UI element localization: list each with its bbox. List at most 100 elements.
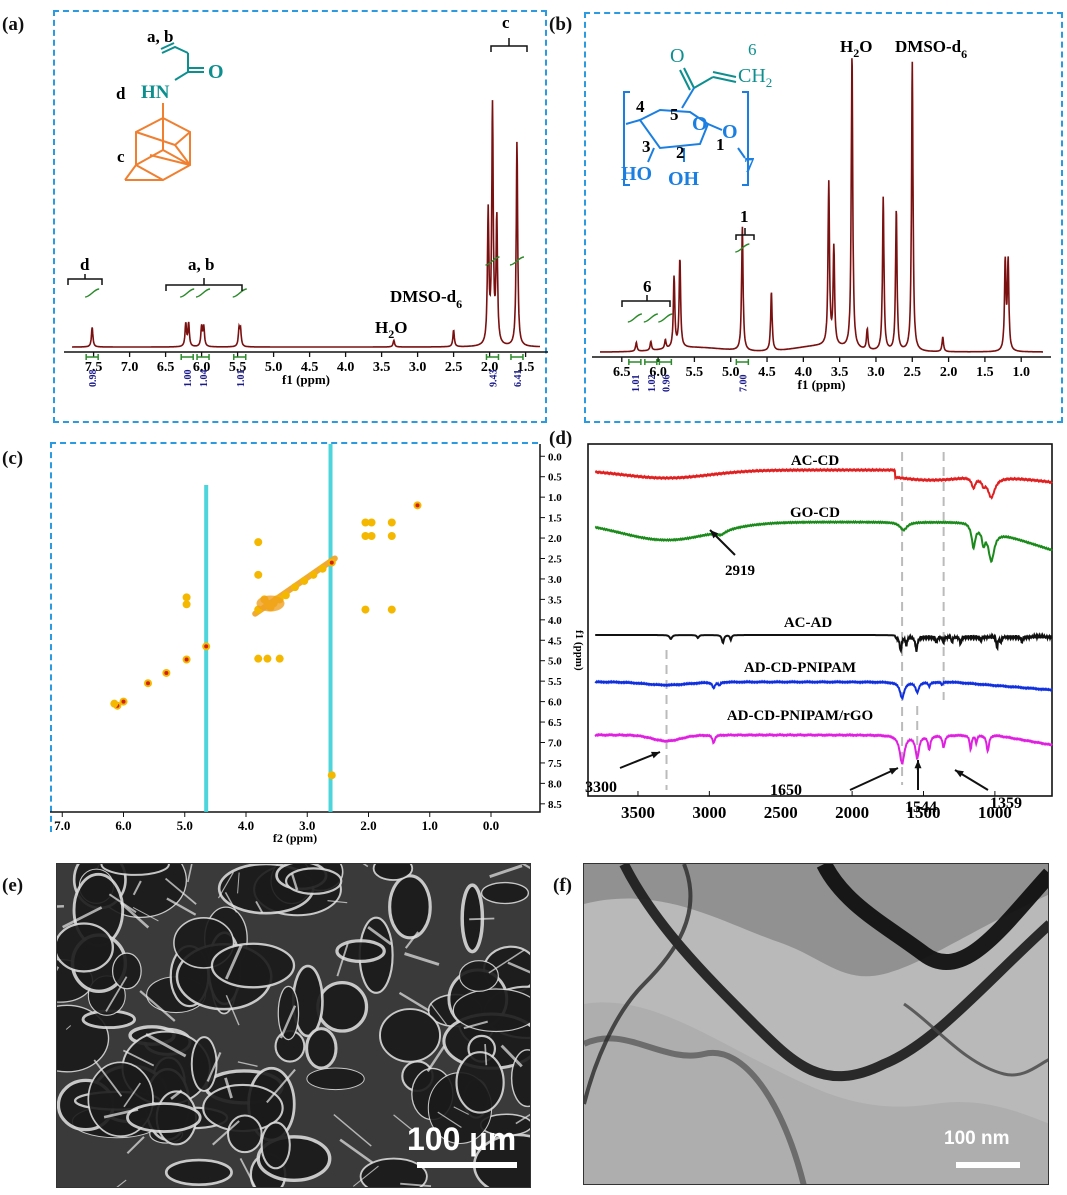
sheet-edge	[903, 1002, 1048, 1077]
x-tick-label: 4.0	[238, 818, 254, 833]
integral-value: 1.02	[647, 375, 658, 393]
pore	[378, 1008, 442, 1063]
pore	[260, 1121, 291, 1170]
cosy-peak	[291, 583, 299, 592]
structure-d-label: d	[116, 84, 126, 103]
x-tick-label: 0.0	[483, 818, 499, 833]
x-tick-label: 2.5	[445, 360, 463, 375]
x-tick-label: 1.5	[976, 365, 994, 380]
panel-b-frame	[584, 12, 1063, 423]
strut	[488, 949, 525, 974]
tem-scale-bar	[956, 1162, 1020, 1168]
structure-nh: HN	[141, 82, 170, 103]
sheet-edge	[584, 864, 693, 1105]
integral-curve	[180, 288, 195, 298]
x-tick-label: 1500	[907, 803, 941, 822]
series-label: AD-CD-PNIPAM/rGO	[727, 708, 873, 724]
integral-value: 6.41	[513, 370, 524, 388]
cosy-peak	[309, 570, 318, 579]
pore	[305, 1027, 338, 1070]
strut	[400, 1182, 432, 1187]
strut	[290, 873, 299, 891]
strut	[336, 943, 349, 977]
y-tick-label: 6.0	[548, 697, 562, 709]
x-tick-label: 5.5	[686, 365, 704, 380]
x-tick-label: 7.5	[85, 360, 103, 375]
strut	[500, 1044, 523, 1068]
integral-value: 7.00	[738, 375, 749, 393]
panel-a-x-axis: 7.5 7.0 6.5 6.0 5.5 5.0 4.5 4.0 3.5 3.0 2.5 2.0 1.5 f…	[64, 351, 548, 387]
x-tick-label: 3.0	[299, 818, 315, 833]
structure-b-ch2: CH2	[738, 65, 772, 90]
y-tick-label: 1.5	[548, 513, 562, 525]
x-tick-label: 5.5	[229, 360, 247, 375]
y-tick-label: 3.0	[548, 574, 562, 586]
ftir-frame	[587, 443, 1053, 797]
annotation-2919: 2919	[725, 563, 755, 579]
x-tick-label: 3500	[621, 803, 655, 822]
integral-bracket	[644, 359, 658, 365]
panel-a-frame	[53, 10, 547, 423]
structure-b-ring-o: O	[692, 113, 708, 135]
cosy-peak	[361, 532, 370, 540]
structure-ab-label: a, b	[147, 27, 173, 46]
panel-a-annotations: d a, b c H2O DMSO-d6	[67, 13, 528, 341]
x-tick-label: 6.5	[157, 360, 175, 375]
strut	[367, 925, 392, 946]
strut	[132, 906, 159, 922]
cosy-peak	[281, 591, 290, 600]
ftir-series-4	[594, 732, 1053, 765]
y-tick-label: 5.0	[548, 656, 562, 668]
strut	[404, 952, 440, 966]
y-tick-label: 5.5	[548, 676, 562, 688]
pore	[359, 1157, 428, 1187]
series-label: AC-AD	[784, 615, 832, 631]
sem-scale-label: 100 µm	[407, 1121, 517, 1157]
x-tick-label: 1.0	[422, 818, 438, 833]
x-tick-label: 6.0	[115, 818, 131, 833]
cosy-peak	[254, 570, 263, 579]
structure-b-n4: 4	[636, 97, 645, 116]
cosy-peak	[367, 518, 376, 527]
strut	[103, 1108, 139, 1119]
cosy-peak	[318, 564, 327, 573]
panel-b-spectrum	[600, 58, 1043, 353]
integral-value: 1.01	[236, 370, 247, 388]
strut	[266, 1068, 296, 1104]
ftir-series-2	[595, 631, 1053, 654]
annotation-1359: 1359	[990, 795, 1022, 812]
panel-a-spectrum	[72, 100, 540, 348]
arrow-head	[889, 768, 898, 775]
cosy-peak	[367, 532, 376, 540]
panel-d-plot: 3500 3000 2500 2000 1500 1000 AC-CD GO-CD AC-AD A…	[585, 443, 1053, 822]
tem-micrograph: 100 nm	[583, 863, 1049, 1185]
x-tick-label: 3.5	[831, 365, 849, 380]
pore	[126, 1102, 202, 1133]
cosy-peak-core	[121, 699, 126, 704]
structure-b-six: 6	[748, 40, 757, 59]
x-tick-label: 5.0	[177, 818, 193, 833]
annotation-1650: 1650	[770, 782, 802, 799]
label-h2o-a: H2O	[375, 318, 407, 341]
panel-b-structure: O 6 CH2 4 5 3 2 1 O O HO OH 7	[621, 40, 772, 190]
pore	[277, 985, 300, 1041]
pore	[306, 1067, 365, 1091]
strut	[507, 961, 530, 974]
x-tick-label: 2.0	[940, 365, 958, 380]
strut	[224, 1077, 233, 1099]
x-tick-label: 1.0	[1012, 365, 1030, 380]
structure-carbonyl-o: O	[208, 61, 224, 83]
x-axis-title: f2 (ppm)	[273, 831, 317, 845]
series-label: GO-CD	[790, 505, 840, 521]
annotation-3300: 3300	[585, 779, 617, 796]
pore	[164, 1158, 233, 1187]
strut	[327, 900, 348, 904]
y-axis-title: f1 (ppm)	[573, 630, 585, 671]
strut	[469, 917, 495, 921]
series-label: AC-CD	[791, 453, 839, 469]
x-tick-label: 7.0	[121, 360, 139, 375]
cosy-peak	[361, 518, 370, 527]
peak-label-1: 1	[740, 207, 749, 226]
integral-curve	[627, 313, 642, 323]
y-tick-label: 8.5	[548, 799, 562, 811]
